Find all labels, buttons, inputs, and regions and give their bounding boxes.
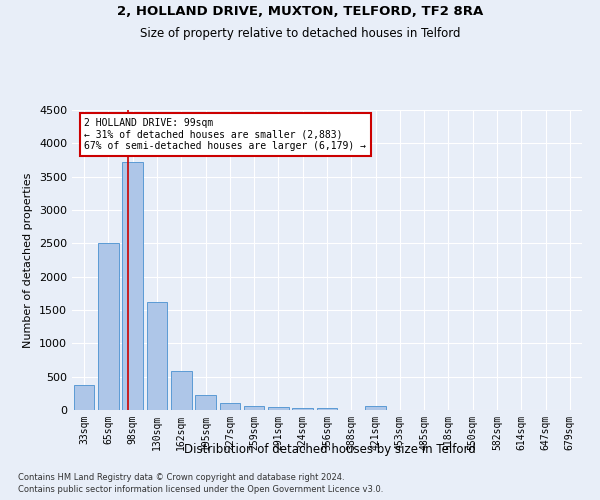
Bar xyxy=(171,370,191,410)
Bar xyxy=(220,402,240,410)
Y-axis label: Number of detached properties: Number of detached properties xyxy=(23,172,34,348)
Text: 2 HOLLAND DRIVE: 99sqm
← 31% of detached houses are smaller (2,883)
67% of semi-: 2 HOLLAND DRIVE: 99sqm ← 31% of detached… xyxy=(85,118,367,151)
Text: Contains HM Land Registry data © Crown copyright and database right 2024.: Contains HM Land Registry data © Crown c… xyxy=(18,472,344,482)
Bar xyxy=(268,407,289,410)
Bar xyxy=(146,302,167,410)
Bar xyxy=(74,385,94,410)
Bar xyxy=(122,162,143,410)
Bar xyxy=(98,244,119,410)
Text: Size of property relative to detached houses in Telford: Size of property relative to detached ho… xyxy=(140,28,460,40)
Bar xyxy=(365,406,386,410)
Bar xyxy=(317,408,337,410)
Text: Distribution of detached houses by size in Telford: Distribution of detached houses by size … xyxy=(184,442,476,456)
Bar xyxy=(244,406,265,410)
Text: 2, HOLLAND DRIVE, MUXTON, TELFORD, TF2 8RA: 2, HOLLAND DRIVE, MUXTON, TELFORD, TF2 8… xyxy=(117,5,483,18)
Bar xyxy=(292,408,313,410)
Text: Contains public sector information licensed under the Open Government Licence v3: Contains public sector information licen… xyxy=(18,485,383,494)
Bar xyxy=(195,394,216,410)
